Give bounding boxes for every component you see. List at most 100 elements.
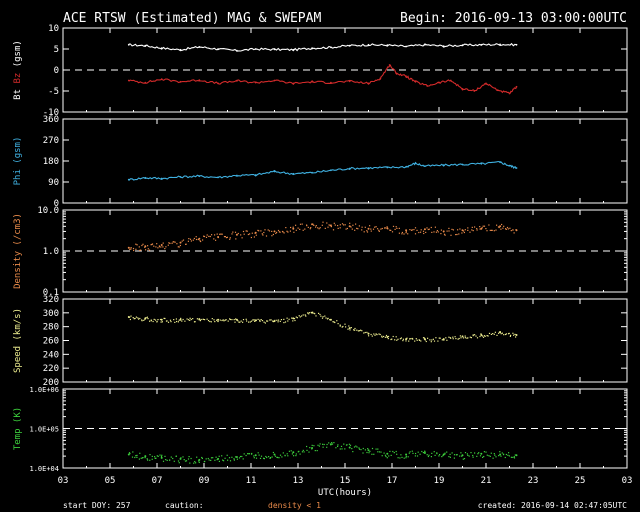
scatter-dot-speed — [149, 320, 151, 322]
data-point-bz — [348, 80, 351, 83]
x-tick-label: 11 — [246, 476, 257, 486]
scatter-dot-temp — [442, 455, 444, 457]
scatter-dot-speed — [189, 317, 191, 319]
scatter-dot-speed — [314, 313, 316, 315]
scatter-dot-speed — [349, 329, 351, 331]
scatter-dot-speed — [225, 319, 227, 321]
scatter-dot-speed — [441, 339, 443, 341]
scatter-dot-speed — [175, 318, 177, 320]
scatter-dot-speed — [364, 331, 366, 334]
scatter-dot-speed — [146, 316, 148, 318]
scatter-dot-temp — [221, 455, 223, 457]
scatter-dot-density — [448, 230, 450, 232]
scatter-dot-speed — [301, 315, 303, 317]
scatter-dot-density — [403, 233, 405, 235]
scatter-dot-density — [135, 243, 137, 245]
scatter-dot-density — [165, 246, 167, 248]
scatter-dot-temp — [482, 456, 484, 458]
data-point-bz — [485, 82, 487, 85]
scatter-dot-temp — [489, 455, 491, 457]
scatter-dot-density — [405, 232, 407, 234]
scatter-dot-density — [265, 235, 268, 237]
scatter-dot-density — [138, 246, 140, 248]
scatter-dot-speed — [416, 339, 418, 341]
scatter-dot-density — [264, 229, 266, 231]
scatter-dot-density — [129, 248, 131, 250]
data-point-bz — [254, 81, 257, 84]
scatter-dot-density — [297, 227, 299, 229]
scatter-dot-speed — [427, 337, 429, 339]
scatter-dot-density — [197, 238, 199, 241]
scatter-dot-density — [318, 228, 320, 230]
y-axis-label-part: Density (/cm3) — [13, 213, 23, 289]
scatter-dot-speed — [249, 321, 251, 323]
scatter-dot-density — [455, 234, 457, 236]
scatter-dot-density — [357, 228, 359, 230]
scatter-dot-speed — [415, 338, 417, 340]
data-point-temp — [499, 453, 502, 456]
scatter-dot-temp — [282, 452, 284, 454]
scatter-dot-temp — [154, 457, 156, 459]
scatter-dot-density — [192, 239, 194, 241]
scatter-dot-speed — [234, 321, 236, 323]
scatter-dot-temp — [381, 455, 383, 457]
scatter-dot-density — [407, 233, 409, 235]
scatter-dot-temp — [356, 446, 358, 448]
scatter-dot-temp — [182, 456, 184, 458]
scatter-dot-density — [171, 242, 173, 244]
scatter-dot-speed — [223, 320, 225, 322]
data-point-phi — [515, 167, 518, 169]
scatter-dot-speed — [210, 321, 212, 323]
scatter-dot-temp — [488, 455, 490, 457]
scatter-dot-temp — [208, 459, 210, 461]
data-point-density — [367, 227, 370, 230]
scatter-dot-speed — [354, 327, 356, 330]
data-point-phi — [508, 164, 511, 167]
scatter-dot-density — [202, 239, 204, 241]
scatter-dot-temp — [180, 457, 182, 459]
x-tick-label: 15 — [340, 476, 351, 486]
scatter-dot-speed — [257, 318, 259, 320]
scatter-dot-temp — [322, 446, 324, 448]
scatter-dot-density — [142, 243, 144, 245]
scatter-dot-density — [435, 231, 437, 233]
scatter-dot-density — [481, 227, 483, 229]
data-point-temp — [329, 443, 332, 446]
scatter-dot-temp — [234, 456, 237, 458]
scatter-dot-temp — [151, 458, 153, 460]
scatter-dot-density — [497, 226, 500, 228]
scatter-dot-temp — [340, 445, 343, 447]
scatter-dot-temp — [236, 458, 238, 460]
data-point-phi — [461, 163, 464, 166]
scatter-dot-density — [156, 243, 158, 245]
panel-mag: -10 -5 0 5 10 Bt Bz (gsm) — [13, 24, 628, 118]
scatter-dot-density — [505, 228, 507, 230]
scatter-dot-temp — [132, 451, 134, 453]
scatter-dot-temp — [242, 458, 244, 460]
y-tick-label-mag: 10 — [48, 24, 59, 34]
scatter-dot-speed — [327, 317, 329, 319]
scatter-dot-density — [464, 229, 466, 231]
scatter-dot-temp — [498, 455, 500, 457]
scatter-dot-density — [366, 231, 369, 233]
scatter-dot-temp — [259, 457, 262, 459]
data-point-density — [235, 233, 238, 236]
data-point-speed — [160, 318, 163, 321]
scatter-dot-temp — [322, 443, 324, 445]
scatter-dot-density — [472, 230, 474, 232]
scatter-dot-speed — [409, 338, 411, 340]
scatter-dot-speed — [373, 333, 375, 335]
data-point-density — [423, 228, 426, 231]
data-point-speed — [405, 338, 408, 341]
scatter-dot-speed — [429, 339, 431, 341]
scatter-dot-density — [366, 230, 368, 232]
scatter-dot-density — [271, 235, 273, 237]
scatter-dot-density — [278, 231, 280, 233]
scatter-dot-temp — [136, 456, 138, 458]
scatter-dot-speed — [248, 321, 250, 323]
scatter-dot-density — [401, 231, 403, 234]
scatter-dot-density — [216, 233, 218, 235]
scatter-dot-speed — [469, 336, 471, 338]
scatter-dot-speed — [339, 325, 341, 327]
scatter-dot-speed — [329, 319, 331, 321]
